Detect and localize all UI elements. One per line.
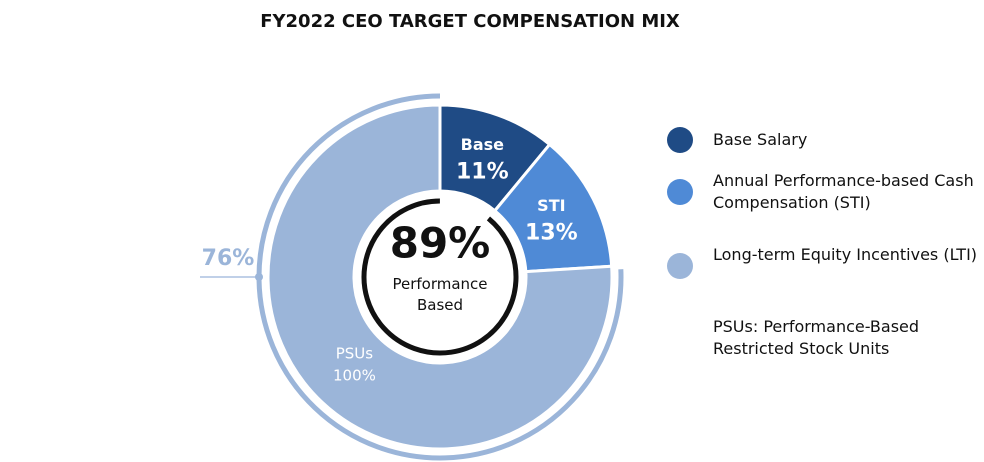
legend-label: Base Salary — [713, 130, 808, 149]
slice-value: 11% — [456, 159, 509, 184]
chart-title: FY2022 CEO TARGET COMPENSATION MIX — [260, 11, 680, 32]
center-value: 89% — [390, 219, 491, 268]
legend-note: PSUs: Performance-Based Restricted Stock… — [713, 317, 920, 358]
lti-ring — [256, 93, 624, 461]
lti-value: 76% — [202, 246, 255, 271]
leader-dot — [255, 273, 263, 281]
legend-label: Annual Performance-based Cash Compensati… — [713, 171, 974, 212]
legend-swatch — [667, 127, 693, 153]
performance-ring — [361, 198, 519, 356]
legend-label: Long-term Equity Incentives (LTI) — [713, 245, 978, 264]
legend-swatch — [667, 253, 693, 279]
psu-share: 100% — [333, 367, 376, 385]
slice-value: 13% — [525, 220, 578, 245]
slice-label: Base — [461, 135, 505, 154]
slice — [266, 103, 614, 451]
slice-label: PSUs — [336, 345, 374, 363]
legend-swatch — [667, 179, 693, 205]
slice-label: STI — [537, 196, 565, 215]
center-text: Performance Based — [392, 275, 488, 314]
